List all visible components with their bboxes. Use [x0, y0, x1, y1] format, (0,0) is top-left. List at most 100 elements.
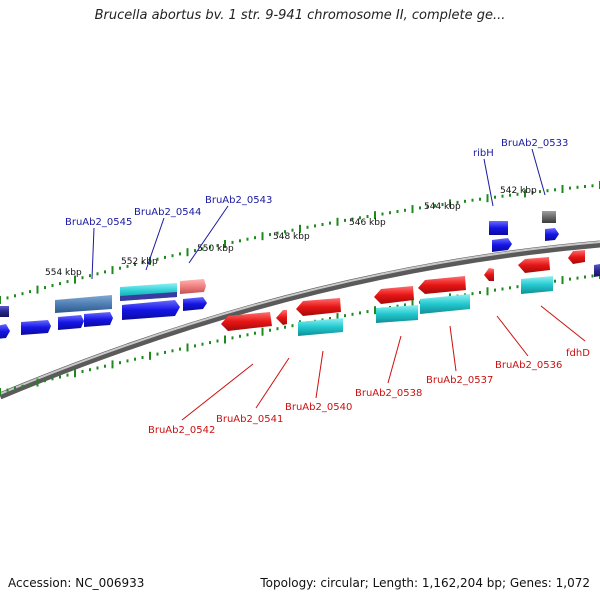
- top-scale-minor-tick: [171, 254, 174, 258]
- gene-arrow-0540[interactable]: [296, 298, 341, 316]
- gene-label-0540[interactable]: BruAb2_0540: [285, 402, 352, 413]
- top-scale-minor-tick: [494, 195, 496, 199]
- top-scale-major-tick: [111, 266, 114, 275]
- bottom-scale-minor-tick: [126, 359, 129, 363]
- gene-label-0538[interactable]: BruAb2_0538: [355, 388, 422, 399]
- gene-label-0545[interactable]: BruAb2_0545: [65, 217, 132, 228]
- top-scale-major-tick: [224, 240, 226, 248]
- top-scale-minor-tick: [231, 240, 234, 244]
- accession-label: Accession: NC_006933: [8, 576, 145, 590]
- gene-bar-0538[interactable]: [376, 305, 418, 323]
- gene-label-0533[interactable]: BruAb2_0533: [501, 138, 568, 149]
- gene-arrow-left-edge-2[interactable]: [0, 324, 10, 339]
- gene-label-0544[interactable]: BruAb2_0544: [134, 207, 201, 218]
- gene-bar-0536[interactable]: [521, 276, 553, 294]
- bottom-scale-major-tick: [411, 299, 414, 308]
- gene-bar-0533[interactable]: [542, 211, 556, 223]
- bottom-scale-minor-tick: [44, 379, 46, 383]
- top-scale-minor-tick: [576, 185, 579, 189]
- gene-label-0541[interactable]: BruAb2_0541: [216, 414, 283, 425]
- gene-arrow-right-edge[interactable]: [594, 264, 600, 277]
- top-scale-minor-tick: [156, 257, 159, 261]
- bottom-scale-minor-tick: [81, 370, 84, 373]
- top-scale-minor-tick: [21, 292, 24, 296]
- top-scale-major-tick: [261, 232, 264, 241]
- top-scale-minor-tick: [464, 199, 466, 203]
- top-scale-minor-tick: [321, 223, 324, 226]
- gene-bar-ribH[interactable]: [489, 221, 508, 235]
- bottom-scale-minor-tick: [284, 325, 286, 329]
- bottom-scale-major-tick: [36, 378, 39, 387]
- gene-arrow-0541[interactable]: [276, 310, 287, 325]
- gene-arrow-0536-small[interactable]: [484, 268, 494, 281]
- gene-label-ribH[interactable]: ribH: [473, 148, 494, 159]
- top-scale-minor-tick: [479, 197, 481, 201]
- top-scale-minor-tick: [254, 236, 256, 240]
- top-scale-minor-tick: [66, 280, 69, 284]
- top-scale-major-tick: [336, 217, 339, 226]
- top-scale-minor-tick: [381, 212, 384, 216]
- top-scale-minor-tick: [59, 282, 61, 286]
- gene-bar-0540[interactable]: [298, 318, 343, 336]
- top-scale-major-tick: [0, 296, 1, 304]
- bottom-scale-major-tick: [561, 276, 564, 285]
- chromosome-backbone-highlight: [0, 241, 600, 395]
- gene-arrow-right-red[interactable]: [568, 250, 585, 264]
- gene-bar-0543[interactable]: [180, 279, 206, 294]
- top-scale-major-tick: [449, 199, 451, 208]
- gene-label-0537[interactable]: BruAb2_0537: [426, 375, 493, 386]
- top-scale-minor-tick: [201, 247, 204, 251]
- top-scale-major-tick: [186, 248, 189, 257]
- gene-label-fdhD[interactable]: fdhD: [566, 348, 590, 359]
- gene-arrow-0533[interactable]: [545, 228, 559, 241]
- bottom-scale-minor-tick: [254, 331, 256, 335]
- top-scale-minor-tick: [569, 186, 571, 190]
- top-scale-minor-tick: [246, 237, 249, 241]
- bottom-scale-major-tick: [74, 369, 76, 378]
- bottom-scale-minor-tick: [171, 349, 174, 353]
- bottom-scale-major-tick: [336, 313, 339, 322]
- top-scale-minor-tick: [591, 184, 594, 188]
- gene-bar-0537[interactable]: [420, 294, 470, 314]
- top-scale-major-tick: [524, 189, 526, 198]
- gene-arrow-0545a[interactable]: [58, 315, 84, 330]
- gene-label-0543[interactable]: BruAb2_0543: [205, 195, 272, 206]
- gene-arrow-0538[interactable]: [374, 286, 414, 304]
- scale-label-546: 546 kbp: [349, 218, 386, 228]
- top-scale-minor-tick: [359, 216, 361, 220]
- top-scale-minor-tick: [269, 233, 271, 237]
- scale-label-554: 554 kbp: [45, 268, 82, 278]
- gene-arrow-fdhD[interactable]: [518, 257, 550, 273]
- top-scale-minor-tick: [51, 284, 54, 287]
- gene-bar-0545[interactable]: [55, 295, 112, 313]
- gene-bar-0544[interactable]: [120, 283, 177, 301]
- gene-label-0542[interactable]: BruAb2_0542: [148, 425, 215, 436]
- gene-arrow-left-edge-1[interactable]: [0, 306, 9, 317]
- gene-arrow-0537[interactable]: [418, 276, 466, 294]
- bottom-scale-minor-tick: [231, 336, 234, 340]
- top-scale-minor-tick: [104, 270, 106, 274]
- top-scale-minor-tick: [164, 255, 166, 259]
- bottom-scale-minor-tick: [396, 304, 399, 308]
- map-title: Brucella abortus bv. 1 str. 9-941 chromo…: [94, 8, 506, 23]
- top-scale-minor-tick: [441, 203, 444, 206]
- bottom-scale-minor-tick: [269, 328, 271, 332]
- top-scale-minor-tick: [209, 245, 211, 249]
- top-scale-major-tick: [149, 256, 151, 265]
- gene-arrow-0544[interactable]: [122, 300, 180, 320]
- top-scale-minor-tick: [89, 274, 91, 278]
- bottom-scale-minor-tick: [479, 291, 481, 294]
- gene-arrow-0545b[interactable]: [84, 312, 113, 327]
- top-scale-minor-tick: [141, 261, 144, 265]
- top-scale-major-tick: [374, 211, 376, 220]
- bottom-scale-minor-tick: [494, 288, 496, 292]
- gene-arrow-0546a[interactable]: [21, 320, 51, 335]
- bottom-scale-minor-tick: [89, 368, 91, 372]
- gene-label-0536[interactable]: BruAb2_0536: [495, 360, 562, 371]
- top-scale-minor-tick: [404, 208, 406, 212]
- bottom-scale-major-tick: [111, 360, 114, 369]
- bottom-scale-minor-tick: [59, 375, 61, 379]
- gene-arrow-0543[interactable]: [183, 297, 207, 311]
- gene-arrow-0542[interactable]: [221, 312, 272, 331]
- gene-arrow-ribH[interactable]: [492, 238, 512, 252]
